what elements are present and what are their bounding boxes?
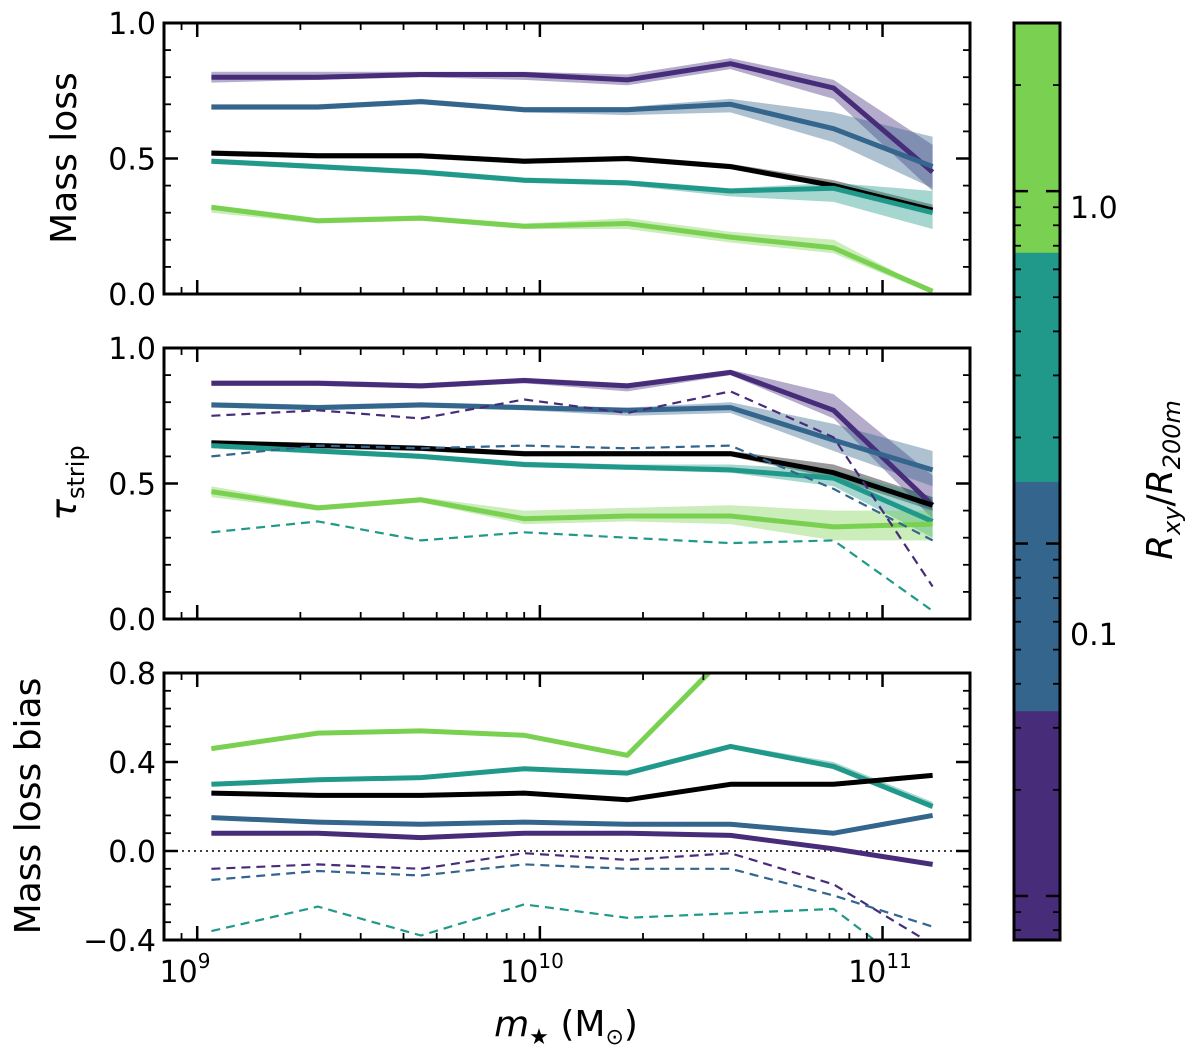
line-bin-3 [211, 443, 934, 524]
line-bin-2-dashed [211, 444, 934, 542]
colorbar-tick-label: 0.1 [1070, 618, 1118, 653]
colorbar-bin [1014, 710, 1060, 941]
line-bin-1 [211, 61, 935, 175]
y-tick-label: 0.0 [108, 835, 156, 870]
line-bin-4 [211, 489, 933, 530]
panel-tau-strip: 0.0 0.5 1.0 τstrip [44, 332, 972, 638]
y-tick-label: 0.4 [108, 746, 156, 781]
line-bin-1-dashed [211, 852, 928, 940]
y-tick-label: 0.0 [108, 278, 156, 313]
series-group [164, 673, 970, 940]
line-bin-1 [211, 830, 933, 867]
band-bin-4 [211, 673, 713, 758]
line-bin-1 [211, 369, 935, 508]
x-tick-label: 1010 [500, 949, 564, 990]
colorbar-bins [1014, 23, 1060, 941]
band-bin-3 [211, 744, 933, 809]
axes-frame [162, 21, 972, 296]
line-all [211, 150, 934, 213]
y-tick-label: 1.0 [108, 332, 156, 367]
tick-group: −0.4 0.0 0.4 0.8 [83, 657, 970, 959]
y-tick-label: 1.0 [108, 7, 156, 42]
axes-frame [162, 671, 972, 942]
colorbar-label: Rxy/R200m [1140, 400, 1186, 560]
line-bin-4 [211, 673, 713, 758]
x-tick-label: 109 [160, 949, 211, 990]
band-bin-3 [211, 442, 933, 538]
line-bin-2-dashed [211, 863, 933, 928]
colorbar-bin [1014, 252, 1060, 482]
y-tick-label: −0.4 [83, 924, 156, 959]
line-all [211, 772, 933, 803]
line-bin-3 [211, 158, 934, 216]
series-group [211, 369, 935, 612]
colorbar-tick-label: 1.0 [1070, 191, 1118, 226]
y-axis-label: τstrip [44, 445, 90, 520]
y-tick-label: 0.5 [108, 143, 156, 178]
line-bin-2 [211, 99, 934, 169]
band-bin-2 [211, 98, 933, 189]
colorbar-bin [1014, 23, 1060, 253]
y-axis-label: Mass loss bias [8, 678, 49, 935]
series-group [211, 58, 935, 294]
y-tick-label: 0.5 [108, 468, 156, 503]
panel-mass-loss: 0.0 0.5 1.0 Mass loss [44, 7, 972, 313]
axes-frame [162, 346, 972, 621]
line-bin-3 [211, 743, 934, 809]
x-tick-labels: 109 1010 1011 [160, 949, 912, 990]
y-axis-label: Mass loss [44, 72, 85, 244]
y-tick-label: 0.8 [108, 657, 156, 692]
line-bin-3-dashed [211, 903, 877, 940]
x-tick-label: 1011 [848, 949, 912, 990]
band-bin-4 [211, 204, 933, 294]
line-bin-4 [211, 204, 934, 294]
panel-mass-loss-bias: −0.4 0.0 0.4 0.8 Mass loss bias [8, 657, 972, 959]
band-bin-4 [211, 486, 933, 541]
colorbar-bin [1014, 481, 1060, 712]
line-bin-2 [211, 812, 934, 836]
line-bin-3-dashed [211, 520, 934, 612]
line-bin-1-dashed [211, 390, 934, 588]
y-tick-label: 0.0 [108, 603, 156, 638]
line-bin-2 [211, 402, 934, 473]
colorbar-frame [1012, 21, 1062, 942]
colorbar: 1.0 0.1 Rxy/R200m [1012, 21, 1186, 942]
x-axis-label: m★ (M⊙) [494, 1004, 638, 1050]
